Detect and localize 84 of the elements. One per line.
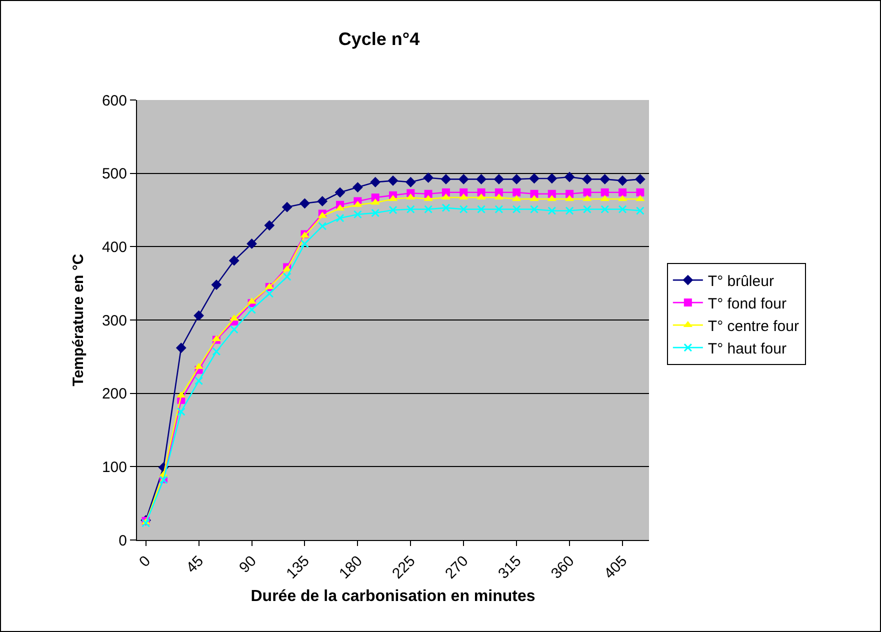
point bbox=[230, 325, 238, 334]
point bbox=[512, 205, 521, 214]
x-tick-label: 225 bbox=[389, 552, 419, 582]
point bbox=[618, 205, 627, 214]
point bbox=[371, 208, 380, 218]
chart-title: Cycle n°4 bbox=[338, 29, 420, 50]
point bbox=[405, 176, 416, 188]
y-tick-label: 0 bbox=[118, 532, 127, 550]
point bbox=[565, 206, 574, 215]
point bbox=[618, 188, 627, 196]
point bbox=[512, 188, 521, 196]
point bbox=[636, 206, 644, 215]
point bbox=[228, 255, 240, 266]
point bbox=[440, 174, 452, 184]
point bbox=[388, 175, 398, 186]
point bbox=[388, 206, 398, 214]
point bbox=[494, 174, 504, 184]
point bbox=[352, 182, 363, 192]
point bbox=[211, 280, 222, 290]
point bbox=[300, 198, 310, 209]
point bbox=[458, 174, 469, 184]
y-tick-label: 500 bbox=[102, 166, 127, 183]
y-tick-label: 400 bbox=[102, 238, 127, 256]
point bbox=[548, 206, 556, 215]
point bbox=[600, 188, 609, 196]
y-tick-label: 300 bbox=[102, 312, 127, 330]
point bbox=[459, 205, 468, 214]
point bbox=[494, 205, 504, 214]
point bbox=[336, 214, 344, 222]
point bbox=[406, 205, 415, 214]
point bbox=[370, 176, 381, 188]
point bbox=[194, 376, 204, 386]
point bbox=[511, 174, 522, 184]
x-tick-label: 360 bbox=[548, 552, 578, 582]
legend-label: T° brûleur bbox=[708, 272, 774, 290]
point bbox=[530, 205, 538, 214]
point bbox=[282, 202, 292, 212]
point bbox=[176, 342, 186, 354]
x-tick-label: 270 bbox=[442, 552, 472, 582]
point bbox=[617, 175, 628, 186]
point bbox=[600, 205, 610, 214]
x-tick-label: 405 bbox=[600, 552, 631, 582]
point bbox=[353, 210, 362, 219]
point bbox=[636, 188, 644, 196]
point bbox=[300, 239, 309, 248]
y-tick-label: 600 bbox=[102, 92, 127, 110]
point bbox=[142, 518, 150, 528]
point bbox=[564, 172, 575, 182]
y-tick-label: 100 bbox=[102, 458, 127, 476]
point bbox=[246, 238, 257, 249]
point bbox=[318, 222, 327, 230]
point bbox=[334, 187, 346, 198]
point bbox=[317, 196, 328, 206]
point bbox=[529, 173, 540, 184]
point bbox=[176, 407, 186, 416]
point bbox=[265, 289, 274, 298]
y-axis-title: Température en °C bbox=[70, 254, 88, 386]
x-tick-label: 90 bbox=[236, 552, 260, 576]
point bbox=[583, 188, 592, 196]
point bbox=[634, 174, 646, 184]
point bbox=[582, 174, 592, 184]
point bbox=[546, 173, 558, 184]
point bbox=[477, 205, 486, 214]
x-tick-label: 315 bbox=[495, 552, 525, 582]
legend-label: T° centre four bbox=[708, 318, 799, 335]
point bbox=[442, 204, 450, 212]
point bbox=[476, 174, 486, 184]
x-tick-label: 45 bbox=[183, 552, 207, 576]
point bbox=[600, 174, 610, 184]
x-axis-title: Durée de la carbonisation en minutes bbox=[250, 588, 536, 606]
point bbox=[423, 172, 434, 183]
y-tick-label: 200 bbox=[102, 386, 127, 403]
x-tick-label: 0 bbox=[136, 552, 154, 571]
x-tick-label: 135 bbox=[283, 552, 313, 582]
point bbox=[582, 205, 592, 214]
point bbox=[282, 272, 292, 281]
point bbox=[194, 310, 204, 321]
point bbox=[264, 220, 275, 231]
point bbox=[248, 305, 256, 314]
point bbox=[212, 347, 221, 356]
point bbox=[424, 205, 433, 214]
legend-label: T° haut four bbox=[708, 340, 786, 358]
legend-label: T° fond four bbox=[708, 295, 786, 312]
x-tick-label: 180 bbox=[336, 552, 366, 582]
